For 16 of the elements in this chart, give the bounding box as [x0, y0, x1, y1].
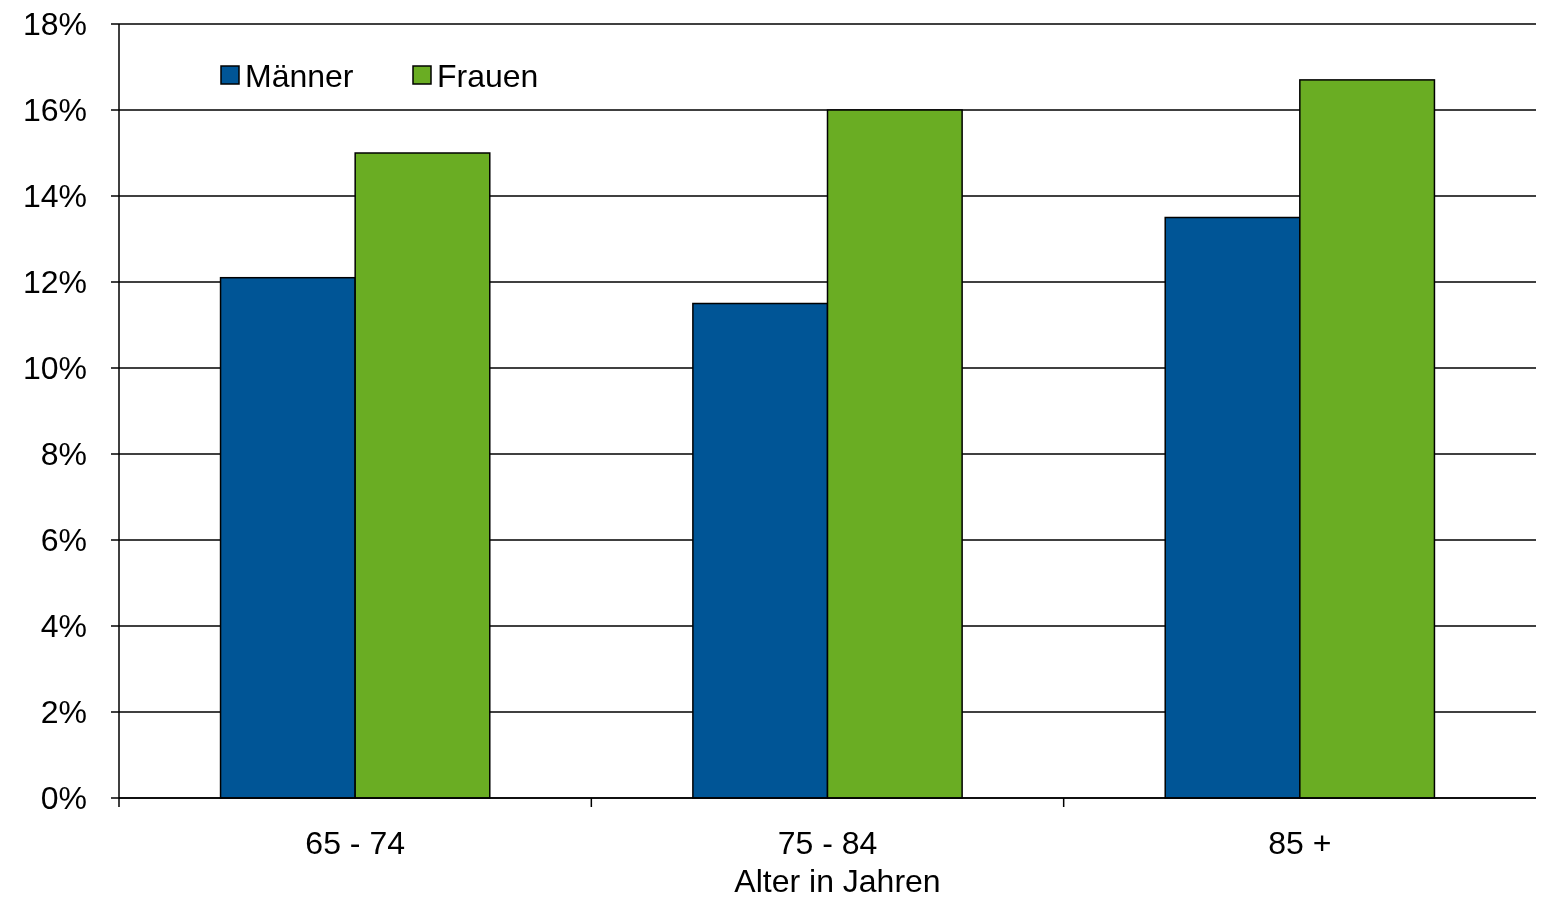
y-tick-label: 4%: [40, 608, 87, 645]
legend-label: Frauen: [437, 58, 539, 95]
y-tick-label: 6%: [40, 522, 87, 559]
y-tick-label: 10%: [22, 350, 87, 387]
y-tick-label: 2%: [40, 694, 87, 731]
x-axis-title: Alter in Jahren: [734, 863, 941, 899]
y-tick-label: 8%: [40, 436, 87, 473]
x-tick-label: 75 - 84: [777, 825, 878, 861]
y-tick-label: 14%: [22, 178, 87, 215]
y-tick-label: 0%: [40, 780, 87, 817]
x-tick-label: 85 +: [1268, 825, 1332, 861]
y-tick-label: 16%: [22, 92, 87, 129]
x-tick-label: 65 - 74: [305, 825, 405, 861]
y-tick-label: 12%: [22, 264, 87, 301]
legend-label: Männer: [245, 58, 354, 95]
y-tick-label: 18%: [22, 6, 87, 43]
